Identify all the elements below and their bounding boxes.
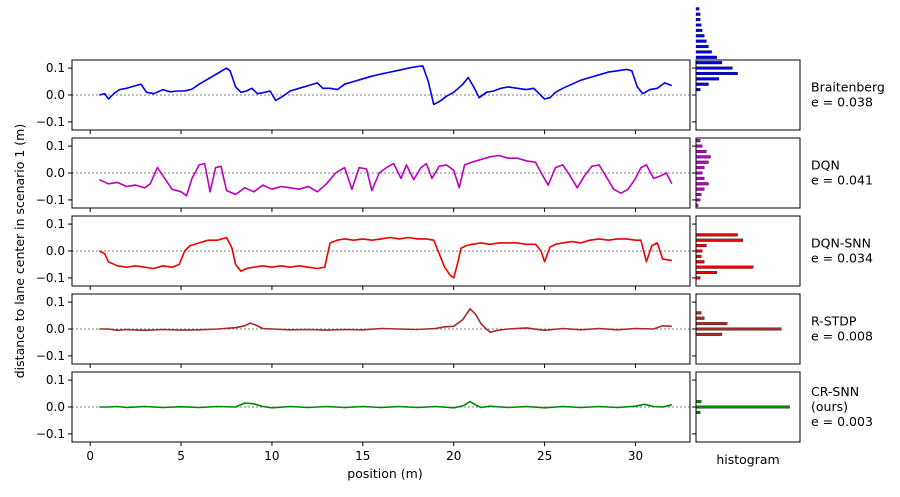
y-tick-label: 0.1 <box>46 139 65 153</box>
hist-bar <box>695 166 705 170</box>
y-tick-label: 0.0 <box>46 322 65 336</box>
hist-bar <box>695 39 707 43</box>
hist-bar <box>695 405 790 409</box>
series-name: (ours) <box>811 399 848 414</box>
hist-bar <box>695 149 707 153</box>
hist-bar <box>695 322 728 326</box>
hist-bar <box>695 23 702 27</box>
hist-bar <box>695 182 709 186</box>
y-tick-label: 0.0 <box>46 244 65 258</box>
hist-bar <box>695 193 702 197</box>
hist-bar <box>695 160 709 164</box>
hist-bar <box>695 88 701 92</box>
y-tick-label: 0.1 <box>46 373 65 387</box>
hist-bar <box>695 82 709 86</box>
hist-bar <box>695 410 701 414</box>
x-axis-label: position (m) <box>347 466 422 481</box>
hist-bar <box>695 12 701 16</box>
error-label: e = 0.041 <box>811 173 873 188</box>
hist-bar <box>695 176 705 180</box>
hist-bar <box>695 198 701 202</box>
y-tick-label: 0.1 <box>46 217 65 231</box>
y-axis-label: distance to lane center in scenario 1 (m… <box>12 124 27 379</box>
series-line <box>99 308 672 333</box>
hist-bar <box>695 187 705 191</box>
hist-bar <box>695 18 701 22</box>
hist-bar <box>695 171 703 175</box>
hist-bar <box>695 144 703 148</box>
hist-bar <box>695 316 705 320</box>
hist-frame <box>695 59 801 131</box>
x-tick-label: 15 <box>355 449 370 463</box>
hist-bar <box>695 265 754 269</box>
hist-bar <box>695 327 782 331</box>
hist-bar <box>695 249 703 253</box>
hist-bar <box>695 66 733 70</box>
hist-bar <box>695 71 738 75</box>
x-tick-label: 5 <box>177 449 185 463</box>
series-name: R-STDP <box>811 314 857 329</box>
hist-bar <box>695 155 711 159</box>
error-label: e = 0.003 <box>811 414 873 429</box>
hist-bar <box>695 311 702 315</box>
y-tick-label: 0.1 <box>46 61 65 75</box>
panel-4: −0.1 0.0 0.1 0 5 10 15 20 25 30 CR-SNN(ours)e = 0.… <box>36 371 873 463</box>
hist-bar <box>695 45 709 49</box>
hist-bar <box>695 238 743 242</box>
series-line <box>99 65 673 106</box>
y-tick-label: −0.1 <box>36 193 65 207</box>
x-tick-label: 30 <box>628 449 643 463</box>
series-name: DQN-SNN <box>811 236 871 251</box>
y-tick-label: −0.1 <box>36 349 65 363</box>
error-label: e = 0.034 <box>811 251 873 266</box>
y-tick-label: 0.0 <box>46 88 65 102</box>
hist-bar <box>695 276 701 280</box>
series-name: Braitenberg <box>811 80 885 95</box>
hist-bar <box>695 400 702 404</box>
hist-bar <box>695 28 703 32</box>
hist-frame <box>695 137 801 209</box>
series-line <box>98 236 672 279</box>
error-label: e = 0.008 <box>811 329 873 344</box>
y-tick-label: 0.0 <box>46 166 65 180</box>
hist-bar <box>695 50 712 54</box>
x-tick-label: 20 <box>446 449 461 463</box>
hist-bar <box>695 233 738 237</box>
hist-bar <box>695 77 720 81</box>
hist-bar <box>695 260 705 264</box>
hist-bar <box>695 244 707 248</box>
y-tick-label: −0.1 <box>36 427 65 441</box>
hist-frame <box>695 215 801 287</box>
y-tick-label: −0.1 <box>36 271 65 285</box>
y-tick-label: −0.1 <box>36 115 65 129</box>
hist-bar <box>695 139 701 143</box>
hist-bar <box>695 7 700 11</box>
hist-bar <box>695 61 723 65</box>
hist-bar <box>695 254 702 258</box>
hist-bar <box>695 55 717 59</box>
series-name: DQN <box>811 158 840 173</box>
hist-bar <box>695 34 705 38</box>
hist-bar <box>695 271 717 275</box>
series-line <box>98 154 673 197</box>
x-tick-label: 10 <box>264 449 279 463</box>
x-tick-label: 25 <box>537 449 552 463</box>
histogram-label: histogram <box>716 452 779 467</box>
error-label: e = 0.038 <box>811 95 873 110</box>
x-tick-label: 0 <box>86 449 94 463</box>
y-tick-label: 0.1 <box>46 295 65 309</box>
y-tick-label: 0.0 <box>46 400 65 414</box>
hist-bar <box>695 332 723 336</box>
series-name: CR-SNN <box>811 384 859 399</box>
series-line <box>99 400 672 409</box>
